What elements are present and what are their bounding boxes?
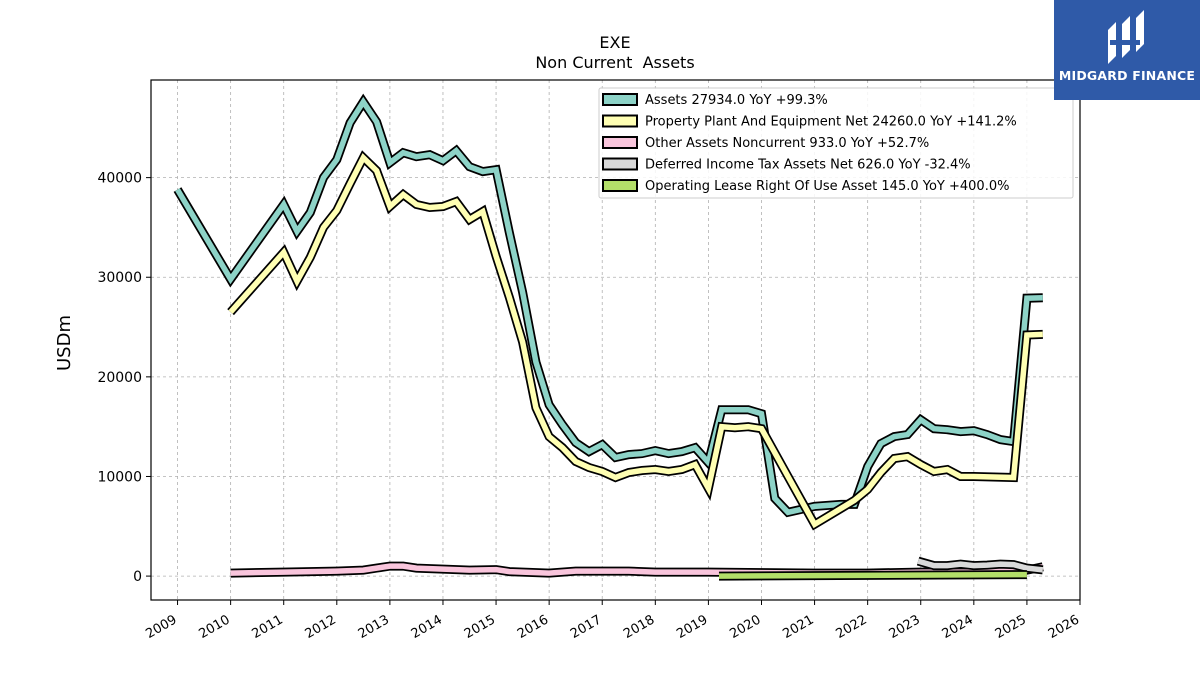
legend-item: Property Plant And Equipment Net 24260.0…: [602, 114, 1017, 130]
x-tick-label: 2023: [887, 612, 923, 642]
x-tick-label: 2009: [143, 612, 179, 642]
y-tick-label: 10000: [97, 469, 142, 485]
x-tick-label: 2016: [515, 612, 551, 642]
brand-logo: MIDGARD FINANCE: [1054, 0, 1200, 100]
chart-subtitle: Non Current Assets: [535, 53, 694, 72]
series-line: [228, 153, 1043, 529]
x-tick-label: 2022: [833, 612, 869, 642]
y-tick-label: 0: [133, 569, 142, 585]
x-tick-label: 2014: [409, 612, 445, 642]
x-tick-label: 2024: [940, 612, 976, 642]
legend-swatch: [602, 114, 638, 128]
x-tick-label: 2012: [303, 612, 339, 642]
legend-swatch: [602, 93, 638, 106]
x-tick-label: 2017: [568, 612, 604, 642]
legend-swatch: [602, 157, 638, 171]
series-4: [718, 570, 1027, 581]
legend-swatch: [602, 179, 638, 192]
y-axis-label: USDm: [54, 315, 75, 371]
legend-label: Property Plant And Equipment Net 24260.0…: [645, 115, 1017, 130]
legend: Assets 27934.0 YoY +99.3% Property Plant …: [598, 87, 1074, 199]
x-tick-label: 2025: [993, 612, 1029, 642]
series-line: [718, 571, 1027, 579]
legend-label: Deferred Income Tax Assets Net 626.0 YoY…: [645, 158, 971, 173]
legend-label: Operating Lease Right Of Use Asset 145.0…: [645, 179, 1009, 194]
x-tick-label: 2020: [727, 612, 763, 642]
series-layer: [173, 93, 1044, 581]
x-tick-label: 2011: [250, 612, 286, 642]
y-tick-label: 30000: [97, 270, 142, 286]
series-1: [227, 150, 1043, 531]
x-tick-label: 2015: [462, 612, 498, 642]
legend-item: Other Assets Noncurrent 933.0 YoY +52.7%: [602, 136, 929, 151]
legend-label: Assets 27934.0 YoY +99.3%: [645, 93, 828, 108]
legend-label: Other Assets Noncurrent 933.0 YoY +52.7%: [645, 136, 929, 151]
series-3: [916, 556, 1044, 575]
legend-item: Assets 27934.0 YoY +99.3%: [602, 93, 828, 108]
legend-box: [598, 87, 1074, 199]
x-tick-label: 2018: [621, 612, 657, 642]
series-line: [175, 96, 1043, 516]
legend-swatch: [602, 136, 638, 149]
chart-title: EXE: [599, 33, 630, 52]
series-line: [917, 558, 1044, 573]
x-tick-label: 2013: [356, 612, 392, 642]
legend-item: Operating Lease Right Of Use Asset 145.0…: [602, 179, 1009, 194]
y-tick-label: 40000: [97, 171, 142, 187]
x-tick-label: 2021: [780, 612, 816, 642]
x-tick-label: 2010: [196, 612, 232, 642]
series-0: [173, 93, 1043, 518]
x-tick-label: 2019: [674, 612, 710, 642]
legend-item: Deferred Income Tax Assets Net 626.0 YoY…: [602, 157, 971, 173]
plot-frame: [150, 79, 1081, 601]
y-tick-label: 20000: [97, 370, 142, 386]
x-tick-label: 2026: [1046, 612, 1082, 642]
brand-name: MIDGARD FINANCE: [1058, 68, 1196, 83]
brand-mark-icon: [1108, 10, 1144, 64]
